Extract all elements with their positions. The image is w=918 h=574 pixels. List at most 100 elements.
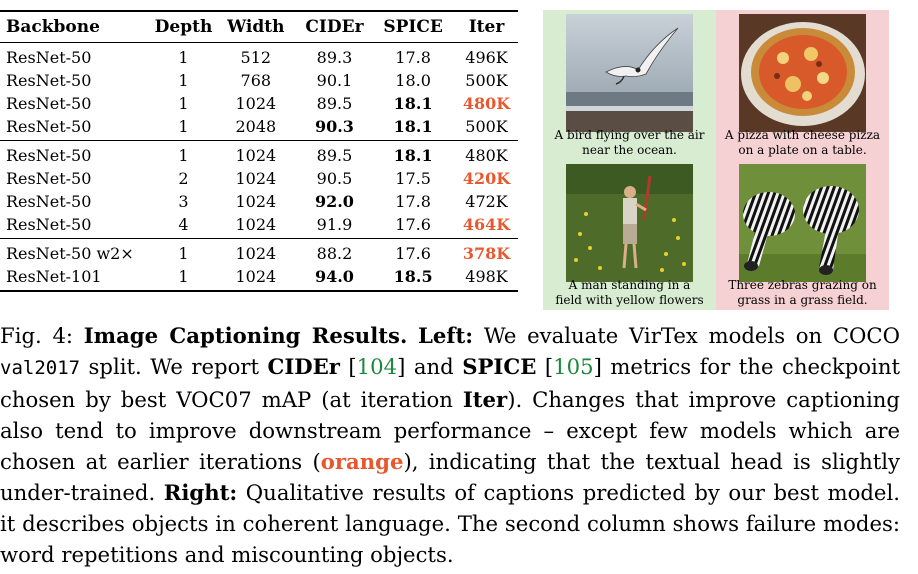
cell-iter: 500K <box>465 71 508 90</box>
table-row: ResNet-50 1 1024 89.5 18.1 480K <box>0 92 518 115</box>
cell-depth: 1 <box>178 146 189 165</box>
table-row: ResNet-101 1 1024 94.0 18.5 498K <box>0 265 518 291</box>
caption-line: near the ocean. <box>582 143 677 157</box>
header-cider: CIDEr <box>305 17 364 37</box>
table-row: ResNet-50 1 512 89.3 17.8 496K <box>0 43 518 70</box>
qualitative-panel-zebras: Three zebras grazing on grass in a grass… <box>716 160 889 310</box>
table-group-depth: ResNet-50 1 1024 89.5 18.1 480K ResNet-5… <box>0 140 518 239</box>
zebras-image <box>739 164 866 282</box>
metric-cider: CIDEr <box>267 354 340 379</box>
figure-title: Image Captioning Results. <box>83 323 408 348</box>
man-field-image <box>566 164 693 282</box>
cell-backbone: ResNet-50 <box>6 117 92 136</box>
citation-link[interactable]: 105 <box>553 354 594 379</box>
caption-line: on a plate on a table. <box>738 143 867 157</box>
cell-spice: 17.6 <box>395 215 431 234</box>
cell-depth: 1 <box>178 244 189 263</box>
cell-cider: 90.5 <box>316 169 353 188</box>
left-label: Left: <box>418 323 474 348</box>
figure-caption: Fig. 4: Image Captioning Results. Left: … <box>0 323 900 567</box>
table-group-backbone: ResNet-50 w2× 1 1024 88.2 17.6 378K ResN… <box>0 238 518 291</box>
cell-iter: 496K <box>465 48 508 67</box>
cell-depth: 2 <box>178 169 189 188</box>
table-row: ResNet-50 4 1024 91.9 17.6 464K <box>0 213 518 239</box>
cell-iter: 500K <box>465 117 508 136</box>
caption-line: A man standing in a <box>568 278 691 292</box>
cell-cider: 89.5 <box>316 94 353 113</box>
cell-spice: 18.5 <box>393 267 433 286</box>
cell-spice: 17.5 <box>395 169 431 188</box>
cell-spice: 18.0 <box>395 71 431 90</box>
pizza-image <box>739 14 866 132</box>
cell-backbone: ResNet-50 w2× <box>6 244 134 263</box>
caption-bird: A bird flying over the air near the ocea… <box>543 128 716 158</box>
cell-cider: 90.3 <box>314 117 354 136</box>
cell-width: 1024 <box>235 146 277 165</box>
header-backbone: Backbone <box>6 17 100 37</box>
header-width: Width <box>227 17 285 37</box>
caption-line: field with yellow flowers <box>555 293 704 307</box>
caption-text: ), indicating that the textual head is s… <box>0 449 900 505</box>
qualitative-panel-bird: A bird flying over the air near the ocea… <box>543 10 716 160</box>
qualitative-panel-pizza: A pizza with cheese pizza on a plate on … <box>716 10 889 160</box>
cell-backbone: ResNet-50 <box>6 192 92 211</box>
caption-text: split. We report <box>80 354 268 379</box>
header-iter: Iter <box>468 17 505 37</box>
figure-label: Fig. 4: <box>0 323 84 348</box>
caption-line: Three zebras grazing on <box>728 278 877 292</box>
table-header-row: Backbone Depth Width CIDEr SPICE Iter <box>0 11 518 43</box>
metric-spice: SPICE <box>462 354 537 379</box>
cell-iter: 420K <box>462 169 511 188</box>
cell-iter: 378K <box>462 244 511 263</box>
cell-depth: 4 <box>178 215 189 234</box>
cell-iter: 464K <box>462 215 511 234</box>
table-row: ResNet-50 3 1024 92.0 17.8 472K <box>0 190 518 213</box>
iter-label: Iter <box>462 387 508 412</box>
cell-spice: 18.1 <box>393 94 433 113</box>
caption-text: metrics for the checkpoint chosen by bes… <box>0 354 900 412</box>
cell-width: 768 <box>240 71 272 90</box>
cell-iter: 480K <box>462 94 511 113</box>
cell-backbone: ResNet-101 <box>6 267 102 286</box>
caption-text: We evaluate VirTex models on COCO <box>473 323 900 348</box>
cell-spice: 17.8 <box>395 48 431 67</box>
results-table: Backbone Depth Width CIDEr SPICE Iter Re… <box>0 10 518 292</box>
cell-depth: 1 <box>178 117 189 136</box>
cell-depth: 1 <box>178 48 189 67</box>
cell-cider: 91.9 <box>316 215 353 234</box>
header-spice: SPICE <box>383 17 443 37</box>
cell-width: 1024 <box>235 169 277 188</box>
caption-text: ). Changes that improve captioning also … <box>0 387 900 474</box>
cell-backbone: ResNet-50 <box>6 146 92 165</box>
cell-depth: 1 <box>178 94 189 113</box>
cell-cider: 92.0 <box>314 192 354 211</box>
cell-backbone: ResNet-50 <box>6 71 92 90</box>
caption-zebras: Three zebras grazing on grass in a grass… <box>716 278 889 308</box>
cell-cider: 90.1 <box>316 71 353 90</box>
table-row: ResNet-50 1 1024 89.5 18.1 480K <box>0 141 518 168</box>
table-row: ResNet-50 1 2048 90.3 18.1 500K <box>0 115 518 141</box>
cell-depth: 3 <box>178 192 189 211</box>
table-row: ResNet-50 1 768 90.1 18.0 500K <box>0 69 518 92</box>
cell-backbone: ResNet-50 <box>6 215 92 234</box>
caption-pizza: A pizza with cheese pizza on a plate on … <box>716 128 889 158</box>
caption-line: A pizza with cheese pizza <box>724 128 881 142</box>
cell-cider: 89.3 <box>316 48 353 67</box>
qualitative-results-grid: A bird flying over the air near the ocea… <box>543 10 889 310</box>
cell-spice: 18.1 <box>393 146 433 165</box>
cell-backbone: ResNet-50 <box>6 94 92 113</box>
header-depth: Depth <box>154 17 213 37</box>
caption-text: and <box>405 354 463 379</box>
bird-ocean-image <box>566 14 693 132</box>
caption-text: Qualitative results of captions predicte… <box>0 480 900 567</box>
split-name: val2017 <box>0 357 81 379</box>
cell-width: 1024 <box>235 192 277 211</box>
cell-width: 1024 <box>235 267 277 286</box>
cell-backbone: ResNet-50 <box>6 48 92 67</box>
citation-link[interactable]: 104 <box>356 354 398 379</box>
cell-width: 1024 <box>235 244 277 263</box>
cell-iter: 472K <box>465 192 508 211</box>
right-label: Right: <box>163 480 238 505</box>
cell-spice: 17.8 <box>395 192 431 211</box>
cell-cider: 94.0 <box>314 267 354 286</box>
